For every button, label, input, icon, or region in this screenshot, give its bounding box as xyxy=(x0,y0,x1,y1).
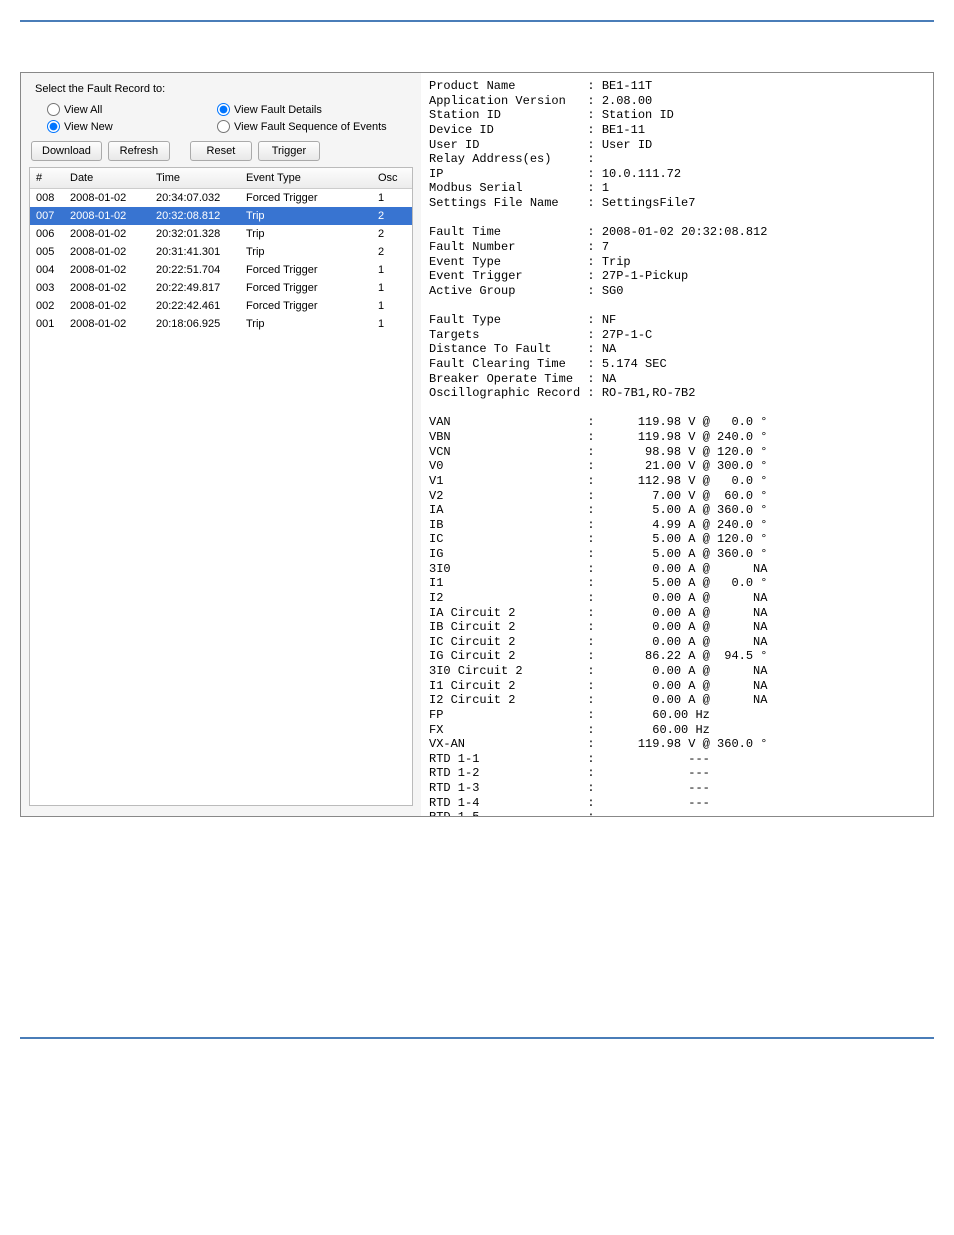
table-row[interactable]: 0012008-01-0220:18:06.925Trip1 xyxy=(30,315,412,333)
col-header-event[interactable]: Event Type xyxy=(240,168,372,189)
radio-view-all-label: View All xyxy=(64,104,102,116)
radio-view-new[interactable]: View New xyxy=(47,120,217,133)
top-rule xyxy=(20,20,934,22)
table-cell: 1 xyxy=(372,189,412,208)
table-cell: 1 xyxy=(372,315,412,333)
table-cell: 2008-01-02 xyxy=(64,243,150,261)
table-cell: 004 xyxy=(30,261,64,279)
table-cell: 20:31:41.301 xyxy=(150,243,240,261)
table-cell: 005 xyxy=(30,243,64,261)
col-header-date[interactable]: Date xyxy=(64,168,150,189)
table-row[interactable]: 0072008-01-0220:32:08.812Trip2 xyxy=(30,207,412,225)
table-cell: 007 xyxy=(30,207,64,225)
table-row[interactable]: 0042008-01-0220:22:51.704Forced Trigger1 xyxy=(30,261,412,279)
table-cell: 2008-01-02 xyxy=(64,297,150,315)
table-cell: 1 xyxy=(372,261,412,279)
radio-view-seq[interactable]: View Fault Sequence of Events xyxy=(217,120,387,133)
table-cell: 006 xyxy=(30,225,64,243)
col-header-osc[interactable]: Osc xyxy=(372,168,412,189)
detail-text: Product Name : BE1-11T Application Versi… xyxy=(429,79,925,816)
table-cell: 20:22:49.817 xyxy=(150,279,240,297)
table-cell: 2008-01-02 xyxy=(64,261,150,279)
bottom-rule xyxy=(20,1037,934,1039)
table-row[interactable]: 0032008-01-0220:22:49.817Forced Trigger1 xyxy=(30,279,412,297)
refresh-button[interactable]: Refresh xyxy=(108,141,170,161)
table-cell: Trip xyxy=(240,207,372,225)
table-row[interactable]: 0062008-01-0220:32:01.328Trip2 xyxy=(30,225,412,243)
table-row[interactable]: 0082008-01-0220:34:07.032Forced Trigger1 xyxy=(30,189,412,208)
download-button[interactable]: Download xyxy=(31,141,102,161)
table-cell: 20:22:42.461 xyxy=(150,297,240,315)
table-cell: 2 xyxy=(372,225,412,243)
table-cell: 2008-01-02 xyxy=(64,189,150,208)
fault-record-table[interactable]: # Date Time Event Type Osc 0082008-01-02… xyxy=(29,167,413,806)
table-cell: Trip xyxy=(240,243,372,261)
table-cell: 2008-01-02 xyxy=(64,225,150,243)
table-row[interactable]: 0052008-01-0220:31:41.301Trip2 xyxy=(30,243,412,261)
select-label: Select the Fault Record to: xyxy=(29,83,413,95)
col-header-num[interactable]: # xyxy=(30,168,64,189)
table-cell: 20:32:01.328 xyxy=(150,225,240,243)
table-cell: 20:22:51.704 xyxy=(150,261,240,279)
app-frame: Select the Fault Record to: View All Vie… xyxy=(20,72,934,817)
radio-view-details[interactable]: View Fault Details xyxy=(217,103,387,116)
reset-button[interactable]: Reset xyxy=(190,141,252,161)
radio-view-all[interactable]: View All xyxy=(47,103,217,116)
table-row[interactable]: 0022008-01-0220:22:42.461Forced Trigger1 xyxy=(30,297,412,315)
table-cell: 003 xyxy=(30,279,64,297)
radio-view-seq-label: View Fault Sequence of Events xyxy=(234,121,387,133)
table-cell: 008 xyxy=(30,189,64,208)
view-radio-group: View All View New View Fault Details Vie… xyxy=(29,103,413,133)
table-cell: Trip xyxy=(240,225,372,243)
table-cell: 20:32:08.812 xyxy=(150,207,240,225)
table-cell: 1 xyxy=(372,279,412,297)
table-cell: Trip xyxy=(240,315,372,333)
radio-view-new-label: View New xyxy=(64,121,113,133)
table-cell: 001 xyxy=(30,315,64,333)
table-cell: 2008-01-02 xyxy=(64,279,150,297)
table-cell: 2008-01-02 xyxy=(64,315,150,333)
table-cell: 2008-01-02 xyxy=(64,207,150,225)
table-cell: Forced Trigger xyxy=(240,189,372,208)
trigger-button[interactable]: Trigger xyxy=(258,141,320,161)
table-cell: 20:34:07.032 xyxy=(150,189,240,208)
radio-view-details-label: View Fault Details xyxy=(234,104,322,116)
table-cell: Forced Trigger xyxy=(240,279,372,297)
left-pane: Select the Fault Record to: View All Vie… xyxy=(21,73,421,816)
table-cell: Forced Trigger xyxy=(240,297,372,315)
col-header-time[interactable]: Time xyxy=(150,168,240,189)
detail-pane: Product Name : BE1-11T Application Versi… xyxy=(421,73,933,816)
table-cell: 2 xyxy=(372,243,412,261)
table-cell: Forced Trigger xyxy=(240,261,372,279)
table-cell: 20:18:06.925 xyxy=(150,315,240,333)
table-cell: 2 xyxy=(372,207,412,225)
table-cell: 002 xyxy=(30,297,64,315)
table-cell: 1 xyxy=(372,297,412,315)
